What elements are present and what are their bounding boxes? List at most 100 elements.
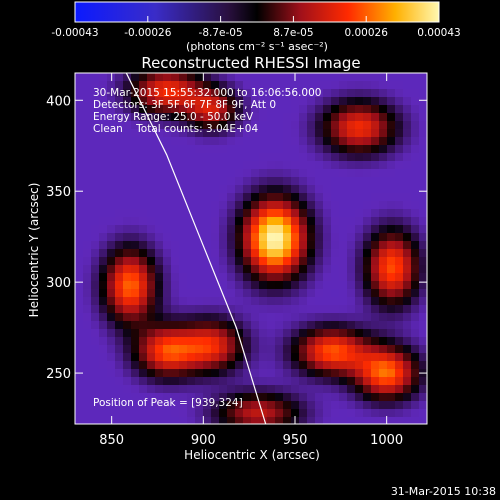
heatmap-pixel: [195, 145, 203, 153]
heatmap-pixel: [419, 305, 427, 313]
heatmap-pixel: [107, 225, 115, 233]
heatmap-pixel: [387, 329, 395, 337]
heatmap-pixel: [355, 169, 363, 177]
heatmap-pixel: [299, 89, 307, 97]
heatmap-pixel: [147, 89, 155, 97]
heatmap-pixel: [179, 145, 187, 153]
heatmap-pixel: [83, 353, 91, 361]
heatmap-pixel: [187, 257, 195, 265]
heatmap-pixel: [123, 169, 131, 177]
heatmap-pixel: [299, 273, 307, 281]
heatmap-pixel: [371, 201, 379, 209]
heatmap-pixel: [419, 337, 427, 345]
heatmap-pixel: [139, 113, 147, 121]
heatmap-pixel: [139, 217, 147, 225]
heatmap-pixel: [259, 169, 267, 177]
heatmap-pixel: [315, 73, 323, 81]
heatmap-pixel: [147, 129, 155, 137]
heatmap-pixel: [403, 137, 411, 145]
heatmap-pixel: [155, 89, 163, 97]
heatmap-pixel: [147, 305, 155, 313]
heatmap-pixel: [299, 321, 307, 329]
heatmap-pixel: [139, 361, 147, 369]
heatmap-pixel: [187, 265, 195, 273]
heatmap-pixel: [195, 225, 203, 233]
heatmap-pixel: [411, 361, 419, 369]
heatmap-pixel: [91, 273, 99, 281]
heatmap-pixel: [355, 121, 363, 129]
heatmap-pixel: [371, 161, 379, 169]
heatmap-pixel: [411, 409, 419, 417]
heatmap-pixel: [387, 185, 395, 193]
heatmap-pixel: [235, 273, 243, 281]
heatmap-pixel: [195, 169, 203, 177]
heatmap-pixel: [219, 201, 227, 209]
heatmap-pixel: [395, 393, 403, 401]
heatmap-pixel: [387, 297, 395, 305]
heatmap-pixel: [83, 137, 91, 145]
heatmap-pixel: [323, 337, 331, 345]
heatmap-pixel: [123, 273, 131, 281]
heatmap-pixel: [331, 89, 339, 97]
heatmap-pixel: [403, 385, 411, 393]
heatmap-pixel: [315, 217, 323, 225]
heatmap-pixel: [371, 313, 379, 321]
heatmap-pixel: [179, 169, 187, 177]
heatmap-pixel: [395, 169, 403, 177]
heatmap-pixel: [91, 417, 99, 424]
heatmap-pixel: [395, 361, 403, 369]
heatmap-pixel: [339, 145, 347, 153]
heatmap-pixel: [403, 89, 411, 97]
heatmap-pixel: [291, 249, 299, 257]
heatmap-pixel: [355, 193, 363, 201]
heatmap-pixel: [371, 289, 379, 297]
heatmap-pixel: [107, 321, 115, 329]
heatmap-pixel: [283, 377, 291, 385]
heatmap-pixel: [267, 121, 275, 129]
heatmap-pixel: [259, 281, 267, 289]
heatmap-pixel: [267, 385, 275, 393]
heatmap-pixel: [123, 185, 131, 193]
heatmap-pixel: [155, 177, 163, 185]
heatmap-pixel: [371, 329, 379, 337]
heatmap-pixel: [403, 185, 411, 193]
heatmap-pixel: [331, 73, 339, 81]
y-tick-label: 350: [46, 185, 71, 200]
heatmap-pixel: [155, 193, 163, 201]
heatmap-pixel: [355, 273, 363, 281]
heatmap-pixel: [347, 153, 355, 161]
heatmap-pixel: [187, 145, 195, 153]
heatmap-pixel: [347, 337, 355, 345]
heatmap-pixel: [187, 321, 195, 329]
heatmap-pixel: [339, 217, 347, 225]
heatmap-pixel: [243, 377, 251, 385]
heatmap-pixel: [355, 313, 363, 321]
heatmap-pixel: [227, 177, 235, 185]
heatmap-pixel: [283, 169, 291, 177]
heatmap-pixel: [163, 185, 171, 193]
heatmap-pixel: [171, 289, 179, 297]
heatmap-pixel: [219, 241, 227, 249]
heatmap-pixel: [83, 73, 91, 81]
heatmap-pixel: [395, 377, 403, 385]
heatmap-pixel: [363, 241, 371, 249]
heatmap-pixel: [195, 417, 203, 424]
heatmap-pixel: [203, 121, 211, 129]
heatmap-pixel: [275, 225, 283, 233]
heatmap-pixel: [179, 153, 187, 161]
heatmap-pixel: [243, 209, 251, 217]
heatmap-pixel: [115, 129, 123, 137]
heatmap-pixel: [339, 305, 347, 313]
heatmap-pixel: [267, 289, 275, 297]
heatmap-pixel: [291, 185, 299, 193]
heatmap-pixel: [179, 401, 187, 409]
heatmap-pixel: [339, 337, 347, 345]
heatmap-pixel: [371, 273, 379, 281]
heatmap-pixel: [395, 89, 403, 97]
heatmap-pixel: [219, 369, 227, 377]
heatmap-pixel: [307, 257, 315, 265]
heatmap-pixel: [299, 97, 307, 105]
heatmap-pixel: [331, 345, 339, 353]
heatmap-pixel: [363, 409, 371, 417]
heatmap-pixel: [363, 417, 371, 424]
